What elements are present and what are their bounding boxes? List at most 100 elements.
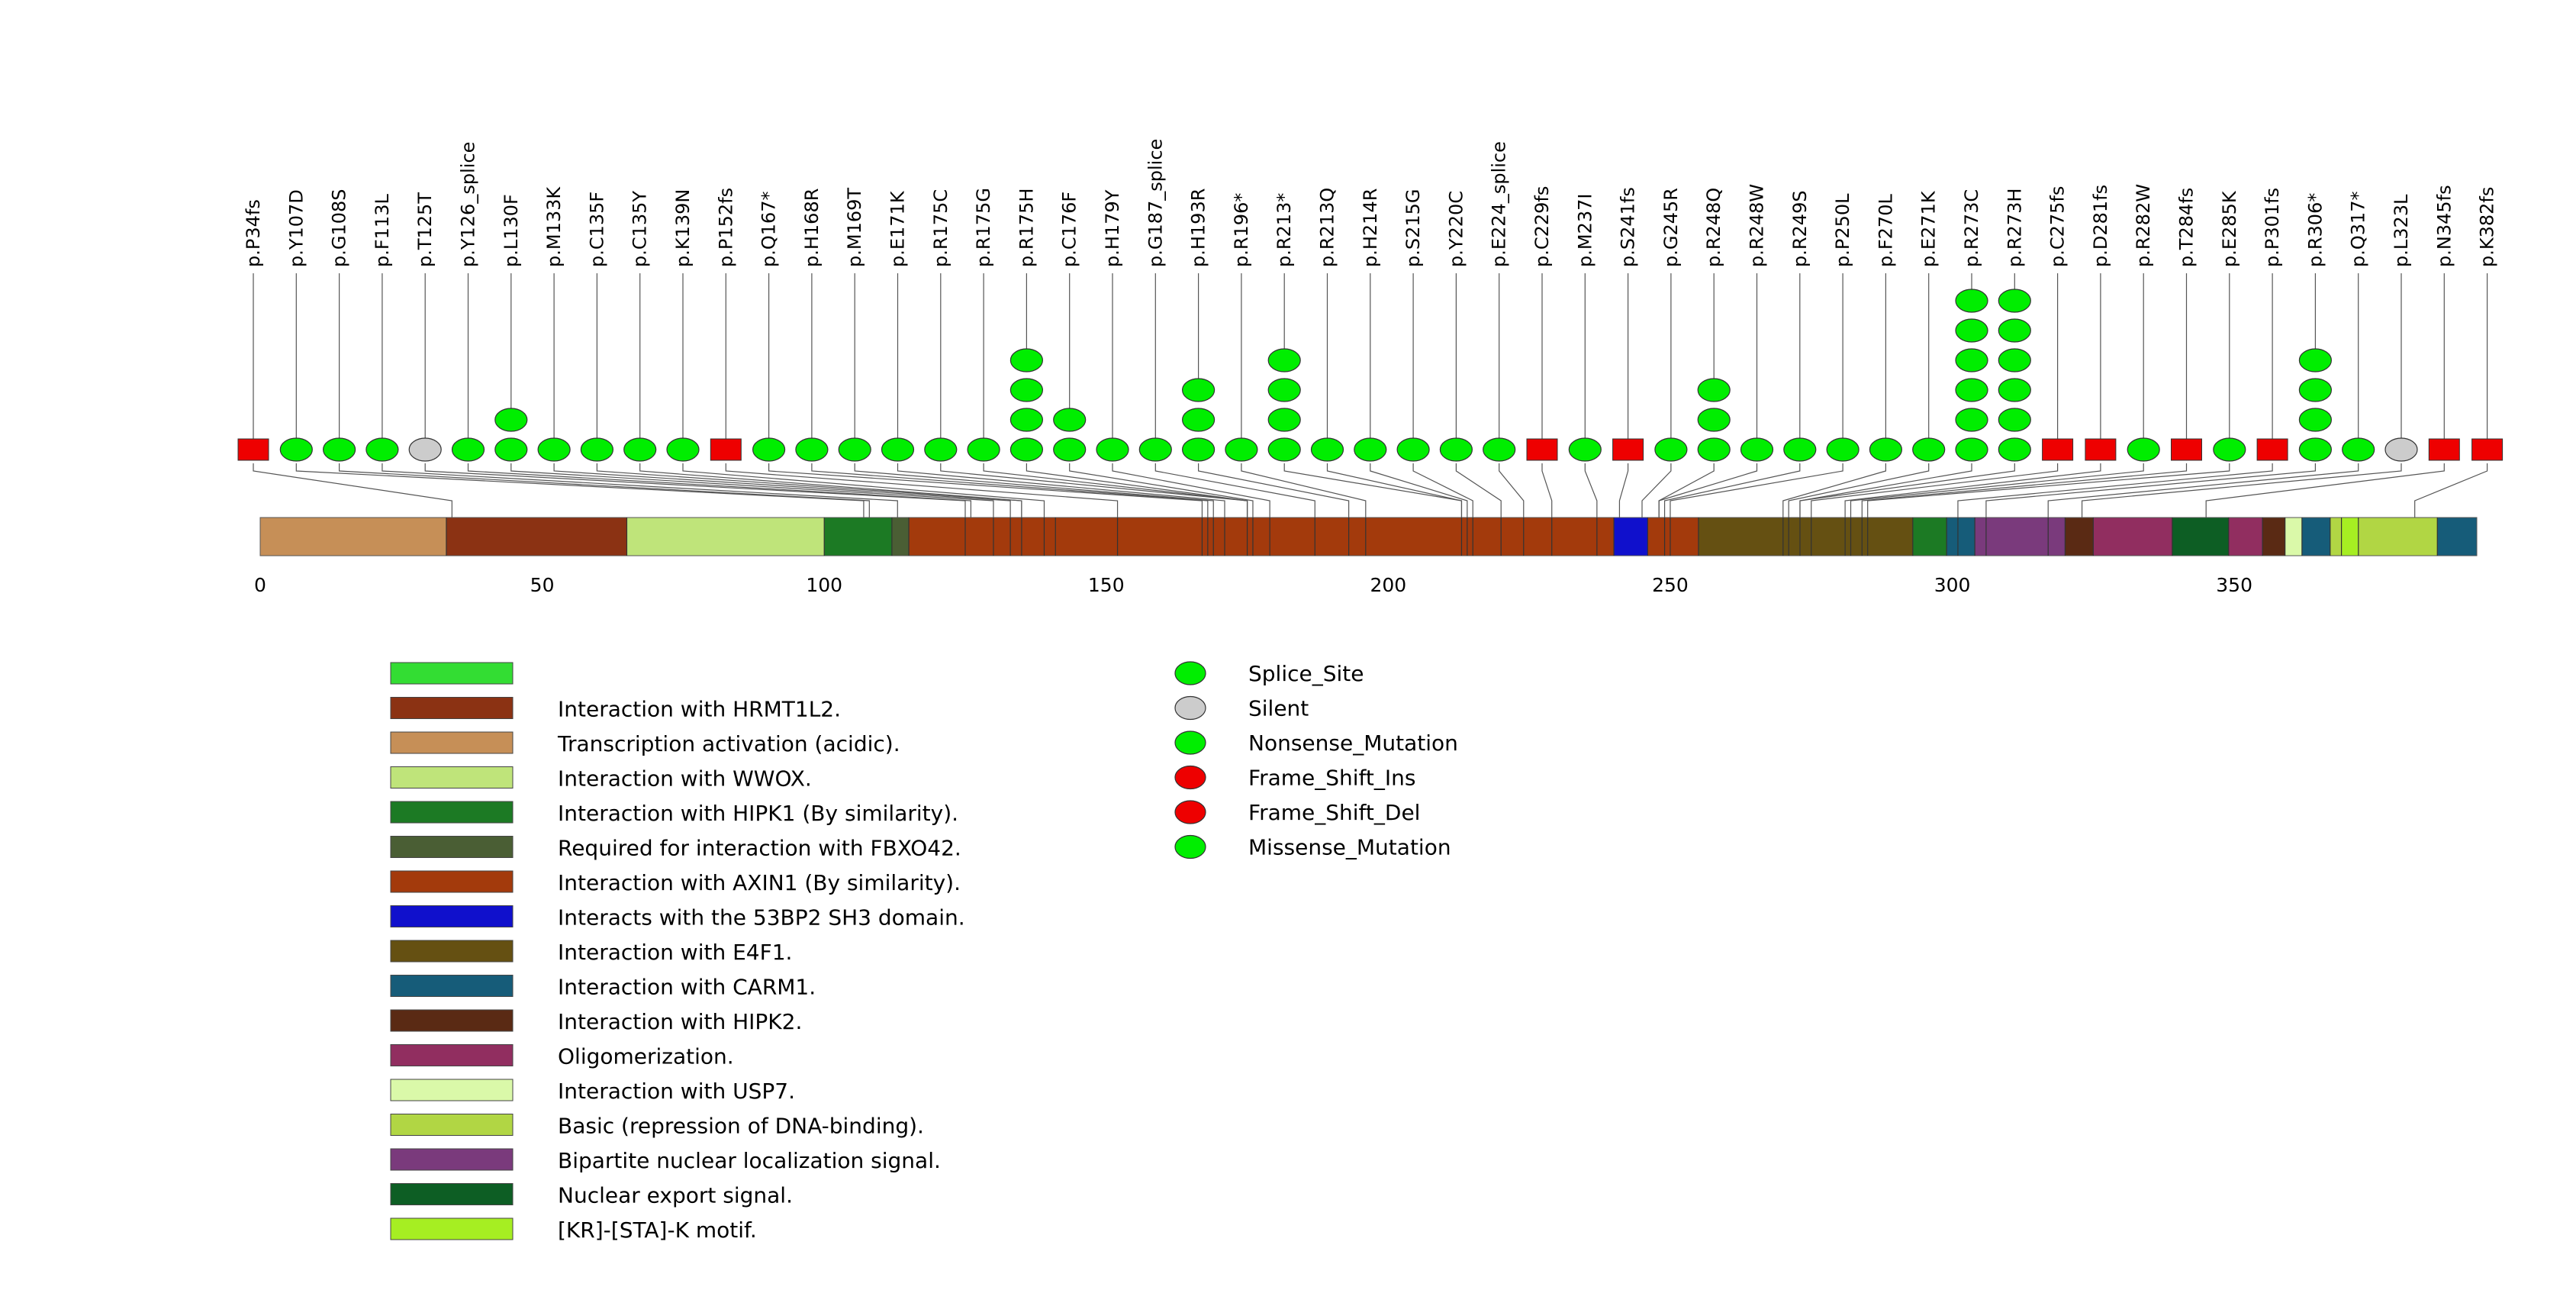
domain-segment [1946,518,1975,556]
missense-mark [580,437,614,462]
mutation-label: p.G245R [1660,188,1682,267]
missense-mark [1955,408,1988,432]
nonsense-mark [1267,378,1301,402]
legend-label: Oligomerization. [558,1044,734,1069]
legend-label: Interaction with CARM1. [558,975,816,1000]
missense-mark [1697,437,1731,462]
mutation-label: p.R282W [2133,184,2154,267]
mutation-label: p.R273H [2004,189,2025,267]
mutation-label: p.Q317* [2348,191,2369,267]
connector-line [725,463,1119,518]
domain-segment [2065,518,2094,556]
legend-label: Interaction with AXIN1 (By similarity). [558,870,961,895]
domain-segment [626,518,825,556]
missense-mark [494,408,528,432]
mutation-label: p.R273C [1961,189,1982,267]
legend-swatch [390,870,514,893]
mutation-label: p.H179Y [1102,189,1123,267]
missense-mark [1009,348,1044,372]
legend-symbol [1174,765,1206,790]
missense-mark [1998,348,2031,372]
connector-line [1584,463,1598,518]
missense-mark [1009,378,1044,402]
mutation-label: p.P152fs [715,188,736,267]
mutation-label: p.C229fs [1531,186,1553,267]
nonsense-mark [2298,437,2332,462]
missense-mark [1955,437,1988,462]
missense-mark [1568,437,1602,462]
connector-line [1799,463,2015,518]
connector-line [1326,463,1463,518]
domain-segment [2301,518,2330,556]
connector-line [424,463,966,518]
missense-mark [365,437,399,462]
connector-line [1641,463,1672,518]
connector-line [1663,463,1801,518]
mutation-label: p.C176F [1059,192,1080,267]
missense-mark [1998,408,2031,432]
nonsense-mark [2298,408,2332,432]
missense-mark [1955,348,1988,372]
missense-mark [1783,437,1817,462]
mutation-type-legend: Splice_Site Silent Nonsense_Mutation Frame_… [1174,661,1458,860]
nonsense-mark [1225,437,1258,462]
missense-mark [1181,437,1216,462]
mutation-label: p.L323L [2391,194,2412,267]
mutation-label: p.H193R [1188,189,1209,267]
mutation-label: p.R175H [1016,189,1037,267]
missense-mark [1009,437,1044,462]
missense-mark [1998,378,2031,402]
connector-line [1788,463,1930,518]
connector-line [339,463,870,518]
nonsense-mark [2298,378,2332,402]
mutation-label: p.G108S [329,189,350,267]
domain-segment [1614,518,1648,556]
missense-mark [1439,437,1473,462]
stem-lines [253,273,2488,450]
frameshift-mark [2085,438,2117,461]
missense-mark [1053,437,1087,462]
connector-line [1850,463,2144,518]
connector-line [2081,463,2402,518]
mutation-label: p.R248Q [1703,188,1724,267]
legend-label: Interaction with E4F1. [558,940,792,965]
legend-label: Required for interaction with FBXO42. [558,836,961,861]
connector-line [897,463,1225,518]
frameshift-mark [710,438,742,461]
mutation-label: p.S215G [1402,189,1424,267]
connector-line [1861,463,2188,518]
legend-swatch [390,1079,514,1101]
frameshift-mark [1612,438,1644,461]
connector-line [1241,463,1367,518]
mutation-label: p.R213* [1274,193,1295,267]
mutation-label: p.M133K [543,186,565,267]
legend-symbol [1174,800,1206,824]
missense-mark [1998,437,2031,462]
mutation-label: p.C275fs [2047,186,2069,267]
legend-label: Bipartite nuclear localization signal. [558,1148,941,1173]
mutation-label: p.H168R [801,189,823,267]
connector-line [1844,463,2101,518]
mutation-labels: p.P34fs p.Y107D p.G108S p.F113L p.T125T p.Y12… [243,139,2498,267]
missense-mark [967,437,1000,462]
connector-line [1811,463,2059,518]
missense-mark [2127,437,2160,462]
domain-segment [2285,518,2302,556]
missense-mark [1396,437,1430,462]
mutation-label: p.C135F [586,192,607,267]
connector-line [682,463,1045,518]
x-tick-label: 300 [1934,574,1971,596]
x-tick-label: 350 [2216,574,2252,596]
missense-mark [1697,408,1731,432]
splice-mark [451,437,485,462]
legend-symbol [1174,661,1206,685]
mutation-label: p.Q167* [758,191,780,267]
mutation-label: p.R175G [973,188,994,267]
x-tick-label: 0 [254,574,266,596]
legend-label: [KR]-[STA]-K motif. [558,1217,757,1243]
mutation-label: p.E224_splice [1489,141,1510,267]
missense-mark [1826,437,1860,462]
x-axis: 0 50 100 150 200 250 300 350 [254,574,2252,596]
missense-mark [323,437,356,462]
